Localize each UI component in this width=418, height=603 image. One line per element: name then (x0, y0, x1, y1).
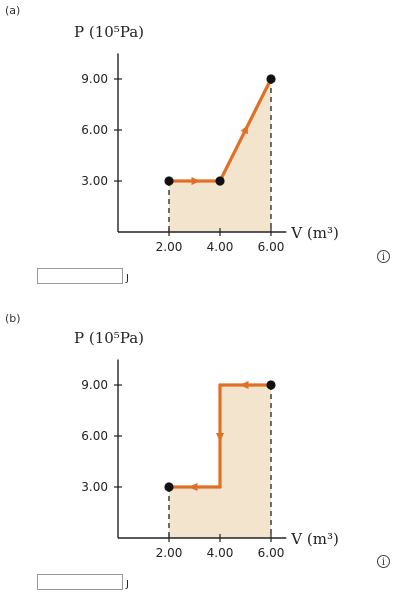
state-point (164, 176, 174, 186)
y-axis-title: P (10⁵Pa) (74, 329, 144, 347)
x-tick-label: 6.00 (258, 240, 285, 254)
x-tick-label: 4.00 (207, 546, 234, 560)
info-icon[interactable]: i (377, 555, 390, 568)
pv-diagram-b: 3.00 6.00 9.00 2.00 4.00 6.00 P (10⁵Pa) V (m³) (0, 306, 418, 576)
y-tick-label: 3.00 (81, 174, 108, 188)
part-label-a: (a) (5, 4, 21, 17)
x-tick-label: 2.00 (156, 546, 183, 560)
info-icon[interactable]: i (377, 250, 390, 263)
part-label-b: (b) (5, 312, 21, 325)
y-tick-label: 3.00 (81, 480, 108, 494)
pv-chart-svg: 3.00 6.00 9.00 2.00 4.00 6.00 P (10⁵Pa) V (m³) (74, 329, 339, 560)
state-point (164, 482, 174, 492)
work-area (169, 79, 271, 232)
y-tick-label: 9.00 (81, 72, 108, 86)
state-point (215, 176, 225, 186)
x-tick-label: 6.00 (258, 546, 285, 560)
answer-row-b: J (37, 574, 129, 590)
unit-label-b: J (126, 579, 129, 590)
x-tick-label: 4.00 (207, 240, 234, 254)
x-axis-title: V (m³) (290, 530, 339, 548)
pv-diagram-a: 3.00 6.00 9.00 2.00 4.00 6.00 P (10⁵Pa) V (m³) (0, 0, 418, 270)
direction-arrow (240, 124, 249, 135)
answer-input-a[interactable] (37, 268, 123, 284)
answer-input-b[interactable] (37, 574, 123, 590)
y-tick-label: 9.00 (81, 378, 108, 392)
state-point (266, 74, 276, 84)
state-point (266, 380, 276, 390)
answer-row-a: J (37, 268, 129, 284)
x-axis-title: V (m³) (290, 224, 339, 242)
y-tick-label: 6.00 (81, 429, 108, 443)
x-tick-label: 2.00 (156, 240, 183, 254)
unit-label-a: J (126, 273, 129, 284)
y-axis-title: P (10⁵Pa) (74, 23, 144, 41)
pv-chart-svg: 3.00 6.00 9.00 2.00 4.00 6.00 P (10⁵Pa) V (m³) (74, 23, 339, 254)
y-tick-label: 6.00 (81, 123, 108, 137)
